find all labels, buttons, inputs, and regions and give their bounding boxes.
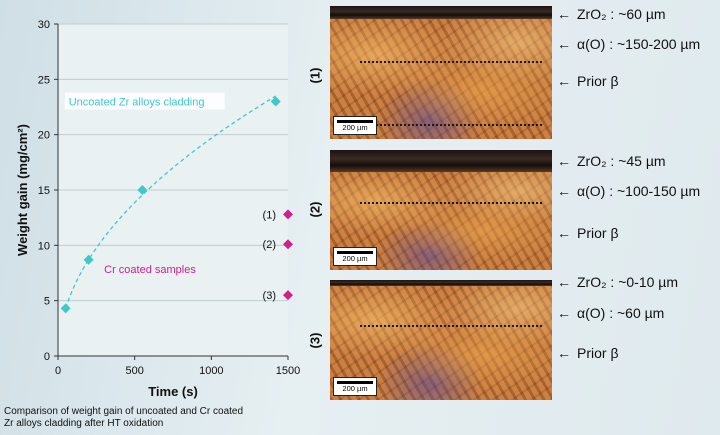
uncoated-data-point (137, 185, 148, 195)
uncoated-data-point (60, 303, 71, 314)
axes (54, 23, 289, 360)
left-arrow-icon: ← (557, 225, 571, 241)
uncoated-series-label-bg (64, 92, 225, 110)
annotation-text: Prior β (577, 73, 619, 89)
left-arrow-icon: ← (557, 274, 571, 290)
micrograph-1-zro2-annotation: ← ZrO₂ : ~60 µm (557, 6, 666, 22)
annotation-text: ZrO₂ : ~0-10 µm (577, 274, 679, 290)
micrograph-2-label: (2) (307, 201, 323, 218)
zro2-layer (330, 280, 552, 286)
point-label: (2) (263, 239, 276, 251)
annotation-text: Prior β (577, 345, 619, 361)
cr-coated-data-point (283, 239, 293, 250)
left-arrow-icon: ← (557, 305, 571, 321)
scale-bar-text: 200 µm (342, 254, 368, 263)
scale-bar-line (337, 120, 373, 123)
annotation-text: ZrO₂ : ~45 µm (577, 153, 666, 169)
cr-coated-series-label: Cr coated samples (104, 264, 196, 276)
y-tick-label: 30 (38, 19, 50, 31)
micrograph-2: 200 µm (330, 150, 552, 270)
micrograph-3: 200 µm (330, 280, 552, 400)
gridlines (58, 23, 288, 302)
y-tick-label: 10 (38, 240, 50, 252)
alpha-o-boundary (360, 61, 542, 63)
point-label: (3) (263, 290, 276, 302)
micrograph-3-prior-beta-annotation: ← Prior β (557, 345, 619, 361)
left-arrow-icon: ← (557, 6, 571, 22)
x-tick-label: 0 (55, 365, 61, 377)
annotation-text: α(O) : ~150-200 µm (577, 36, 701, 52)
scale-bar-text: 200 µm (342, 123, 368, 132)
micrograph-1: 200 µm (330, 6, 552, 139)
data-points (60, 96, 293, 314)
x-tick-label: 500 (125, 365, 143, 377)
point-label: (1) (263, 209, 276, 221)
alpha-o-boundary (360, 202, 542, 204)
y-axis-label: Weight gain (mg/cm²) (15, 124, 30, 256)
y-tick-label: 15 (38, 185, 50, 197)
annotation-text: α(O) : ~100-150 µm (577, 183, 701, 199)
weight-gain-chart: 0 5 10 15 20 25 30 0 500 1000 1500 (1) (2) (3) Uncoat… (15, 19, 300, 399)
alpha-o-boundary-lower (360, 124, 542, 126)
left-arrow-icon: ← (557, 36, 571, 52)
cr-coated-data-point (283, 209, 293, 220)
left-arrow-icon: ← (557, 153, 571, 169)
micrograph-1-label: (1) (307, 67, 323, 84)
scale-bar: 200 µm (333, 377, 377, 396)
y-tick-label: 0 (44, 351, 50, 363)
uncoated-data-point (270, 96, 281, 107)
micrograph-2-zro2-annotation: ← ZrO₂ : ~45 µm (557, 153, 666, 169)
series-labels: (1) (2) (3) Uncoated Zr alloys cladding Cr c… (64, 92, 276, 302)
micrograph-3-zro2-annotation: ← ZrO₂ : ~0-10 µm (557, 274, 678, 290)
micrograph-3-alpha-annotation: ← α(O) : ~60 µm (557, 305, 664, 321)
annotation-text: ZrO₂ : ~60 µm (577, 6, 666, 22)
scale-bar: 200 µm (333, 116, 377, 135)
alpha-o-boundary (360, 325, 542, 327)
scale-bar-text: 200 µm (342, 384, 368, 393)
micrograph-2-prior-beta-annotation: ← Prior β (557, 225, 619, 241)
figure-caption: Comparison of weight gain of uncoated an… (4, 406, 244, 429)
annotation-text: Prior β (577, 225, 619, 241)
left-arrow-icon: ← (557, 73, 571, 89)
micrograph-2-alpha-annotation: ← α(O) : ~100-150 µm (557, 183, 700, 199)
y-tick-label: 5 (44, 296, 50, 308)
microstructure-image (330, 172, 552, 270)
tick-labels: 0 5 10 15 20 25 30 0 500 1000 1500 (38, 19, 300, 377)
micrograph-1-alpha-annotation: ← α(O) : ~150-200 µm (557, 36, 700, 52)
cr-coated-data-point (283, 290, 293, 301)
x-axis-label: Time (s) (148, 384, 198, 399)
zro2-layer (330, 6, 552, 19)
zro2-layer (330, 150, 552, 172)
micrograph-1-prior-beta-annotation: ← Prior β (557, 73, 619, 89)
x-tick-label: 1500 (276, 365, 300, 377)
left-arrow-icon: ← (557, 183, 571, 199)
uncoated-data-point (83, 254, 94, 265)
scale-bar-line (337, 251, 373, 254)
uncoated-trendline (65, 95, 277, 309)
x-tick-label: 1000 (199, 365, 223, 377)
scale-bar-line (337, 381, 373, 384)
y-tick-label: 25 (38, 74, 50, 86)
uncoated-series-label: Uncoated Zr alloys cladding (69, 96, 205, 108)
left-arrow-icon: ← (557, 345, 571, 361)
microstructure-image (330, 19, 552, 139)
annotation-text: α(O) : ~60 µm (577, 305, 665, 321)
scale-bar: 200 µm (333, 247, 377, 266)
micrograph-3-label: (3) (307, 332, 323, 349)
y-tick-label: 20 (38, 130, 50, 142)
